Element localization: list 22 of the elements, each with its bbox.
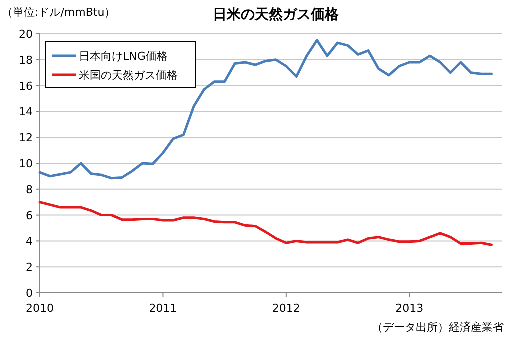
y-tick-label: 8 <box>26 183 33 196</box>
x-tick-label: 2013 <box>396 302 424 315</box>
y-tick-label: 12 <box>19 132 33 145</box>
line-series <box>38 201 493 246</box>
legend-label: 日本向けLNG価格 <box>79 50 168 63</box>
text: （データ出所）経済産業省 <box>372 321 504 334</box>
chart-title: 日米の天然ガス価格 <box>213 7 340 23</box>
y-tick-label: 14 <box>19 106 33 119</box>
x-tick-label: 2011 <box>149 302 178 315</box>
y-tick-label: 16 <box>19 80 33 93</box>
x-tick-label: 2010 <box>26 302 54 315</box>
y-tick-label: 2 <box>26 261 33 274</box>
y-tick-label: 4 <box>26 235 33 248</box>
y-tick-label: 0 <box>26 287 33 300</box>
y-tick-label: 10 <box>19 158 33 170</box>
line-series <box>38 39 493 180</box>
y-tick-label: 18 <box>19 54 33 67</box>
y-tick-label: 6 <box>26 209 33 222</box>
y-axis-title: （単位:ドル/mmBtu） <box>2 6 116 19</box>
legend-label: 米国の天然ガス価格 <box>79 69 178 82</box>
y-tick-label: 20 <box>19 28 33 41</box>
x-tick-label: 2012 <box>272 302 300 315</box>
